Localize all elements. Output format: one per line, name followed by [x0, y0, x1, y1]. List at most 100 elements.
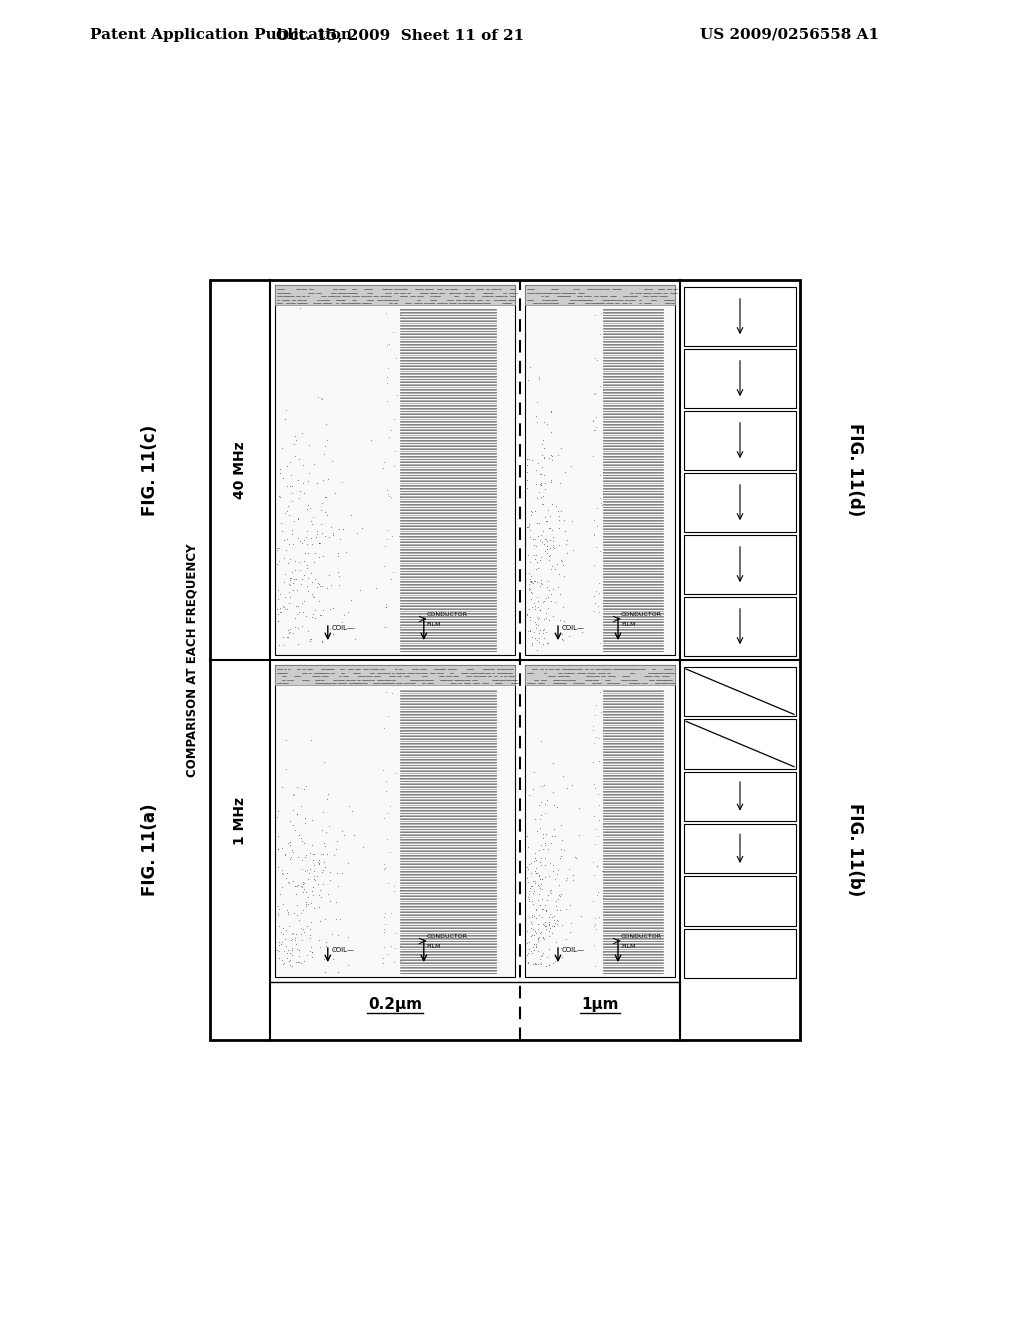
Point: [564, 865, 581, 886]
Point: [276, 952, 293, 973]
Point: [522, 912, 539, 933]
Point: [315, 444, 332, 465]
Point: [542, 506, 558, 527]
Point: [306, 861, 323, 882]
Point: [270, 550, 287, 572]
Bar: [684, 535, 796, 594]
Point: [312, 843, 329, 865]
Point: [591, 582, 607, 603]
Point: [528, 937, 545, 958]
Text: Oct. 15, 2009  Sheet 11 of 21: Oct. 15, 2009 Sheet 11 of 21: [275, 28, 524, 42]
Point: [299, 520, 315, 541]
Point: [556, 840, 572, 861]
Point: [290, 874, 306, 895]
Point: [328, 838, 344, 859]
Point: [526, 920, 543, 941]
Point: [290, 595, 306, 616]
Point: [391, 525, 408, 546]
Point: [535, 429, 551, 450]
Point: [540, 598, 556, 619]
Point: [528, 900, 545, 921]
Point: [543, 879, 559, 900]
Point: [523, 924, 540, 945]
Point: [555, 630, 571, 651]
Point: [587, 777, 603, 799]
Point: [550, 500, 566, 521]
Point: [298, 843, 314, 865]
Point: [552, 437, 568, 458]
Point: [545, 578, 561, 599]
Point: [334, 612, 350, 634]
Point: [290, 507, 306, 528]
Point: [294, 422, 310, 444]
Point: [525, 880, 542, 902]
Point: [532, 855, 549, 876]
Point: [340, 954, 356, 975]
Point: [529, 913, 546, 935]
Point: [276, 598, 293, 619]
Point: [536, 447, 552, 469]
Point: [586, 586, 602, 607]
Point: [289, 804, 305, 825]
Point: [274, 837, 291, 858]
Point: [299, 894, 315, 915]
Point: [545, 752, 561, 774]
Point: [591, 727, 607, 748]
Point: [269, 895, 286, 916]
Point: [547, 869, 563, 890]
Point: [528, 933, 545, 954]
Text: COMPARISON AT EACH FREQUENCY: COMPARISON AT EACH FREQUENCY: [185, 544, 199, 776]
Point: [297, 896, 313, 917]
Point: [588, 536, 604, 557]
Bar: [525, 285, 675, 305]
Point: [520, 370, 537, 391]
Point: [318, 504, 335, 525]
Point: [592, 492, 608, 513]
Point: [327, 483, 343, 504]
Point: [295, 919, 311, 940]
Point: [536, 446, 552, 467]
Point: [546, 906, 562, 927]
Point: [528, 953, 545, 974]
Point: [519, 449, 536, 470]
Point: [527, 548, 544, 569]
Point: [553, 814, 569, 836]
Point: [566, 846, 583, 867]
Point: [283, 929, 299, 950]
Point: [538, 528, 554, 549]
Point: [541, 579, 557, 601]
Point: [305, 855, 322, 876]
Point: [542, 517, 558, 539]
Point: [563, 455, 580, 477]
Bar: [275, 665, 515, 685]
Point: [286, 434, 302, 455]
Point: [354, 836, 371, 857]
Point: [595, 813, 611, 834]
Point: [521, 520, 538, 541]
Point: [557, 462, 573, 483]
Bar: [684, 667, 796, 717]
Point: [528, 558, 545, 579]
Bar: [275, 285, 515, 655]
Point: [307, 599, 324, 620]
Point: [354, 517, 371, 539]
Point: [286, 841, 302, 862]
Point: [551, 875, 567, 896]
Point: [282, 576, 298, 597]
Point: [387, 763, 403, 784]
Point: [587, 733, 603, 754]
Point: [538, 902, 554, 923]
Text: COIL—: COIL—: [562, 946, 585, 953]
Point: [282, 548, 298, 569]
Point: [522, 620, 539, 642]
Point: [550, 445, 566, 466]
Point: [304, 583, 321, 605]
Point: [288, 883, 304, 904]
Point: [571, 825, 588, 846]
Point: [592, 540, 608, 561]
Point: [270, 838, 287, 859]
Point: [528, 850, 545, 871]
Point: [275, 572, 292, 593]
Point: [534, 869, 550, 890]
Point: [391, 879, 408, 900]
